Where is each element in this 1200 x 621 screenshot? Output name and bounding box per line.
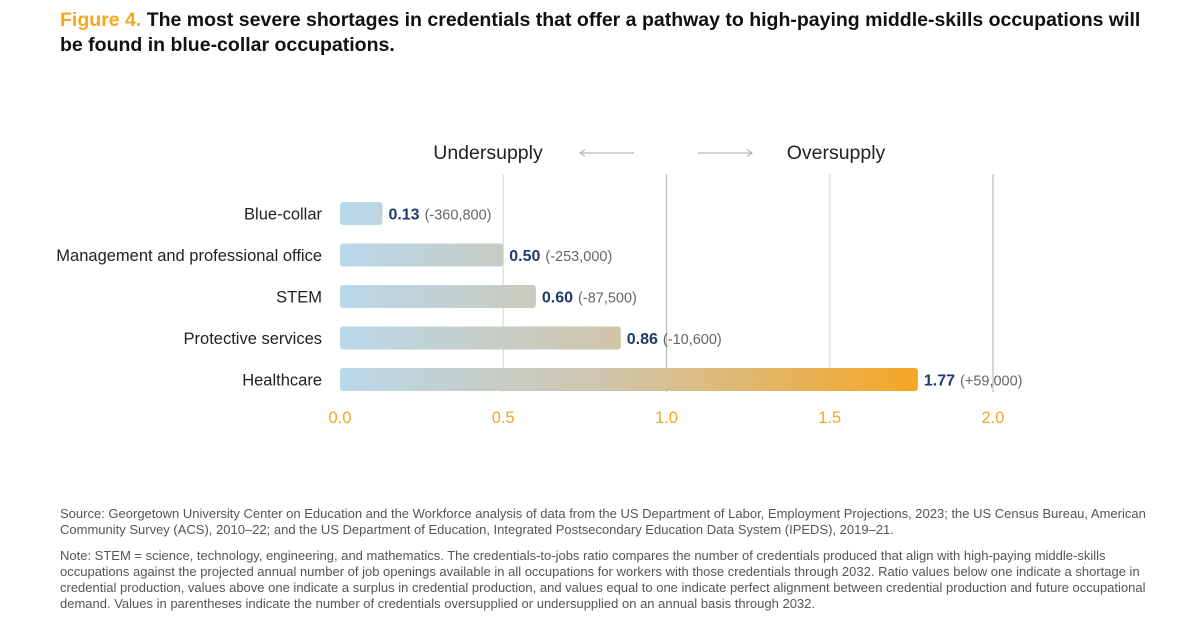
left-arrow-icon — [579, 149, 634, 157]
annotation-healthcare: (+59,000) — [960, 374, 1022, 390]
methodology-note: Note: STEM = science, technology, engine… — [60, 548, 1146, 611]
value-label-management-and-professional-office: 0.50 (-253,000) — [509, 248, 612, 265]
category-label-management-and-professional-office: Management and professional office — [56, 247, 322, 265]
value-label-protective-services: 0.86 (-10,600) — [627, 331, 722, 348]
bar-management-and-professional-office — [340, 243, 504, 267]
x-tick-label-0.5: 0.5 — [492, 409, 515, 427]
x-tick-label-1.0: 1.0 — [655, 409, 678, 427]
category-label-stem: STEM — [276, 289, 322, 307]
credentials-ratio-chart: Undersupply Oversupply Blue-collar 0.13 (-3… — [56, 142, 1023, 427]
x-tick-label-1.5: 1.5 — [818, 409, 841, 427]
bar-healthcare — [340, 368, 918, 391]
undersupply-label: Undersupply — [433, 142, 543, 164]
category-label-blue-collar: Blue-collar — [244, 206, 322, 224]
category-label-healthcare: Healthcare — [242, 372, 322, 390]
category-label-protective-services: Protective services — [184, 330, 322, 348]
bar-protective-services — [340, 326, 621, 350]
annotation-management-and-professional-office: (-253,000) — [545, 249, 612, 265]
annotation-stem: (-87,500) — [578, 291, 637, 307]
bar-stem — [340, 285, 536, 308]
value-label-blue-collar: 0.13 (-360,800) — [388, 207, 491, 224]
figure-title: Figure 4. The most severe shortages in c… — [60, 8, 1150, 58]
x-tick-label-0.0: 0.0 — [329, 409, 352, 427]
oversupply-label: Oversupply — [787, 142, 886, 164]
right-arrow-icon — [698, 149, 753, 157]
annotation-blue-collar: (-360,800) — [425, 208, 492, 224]
x-tick-label-2.0: 2.0 — [982, 409, 1005, 427]
source-note: Source: Georgetown University Center on … — [60, 506, 1146, 537]
figure-label: Figure 4. — [60, 9, 142, 31]
figure-title-text: The most severe shortages in credentials… — [60, 9, 1141, 56]
value-label-healthcare: 1.77 (+59,000) — [924, 373, 1023, 390]
bar-blue-collar — [340, 202, 383, 225]
annotation-protective-services: (-10,600) — [663, 332, 722, 348]
value-label-stem: 0.60 (-87,500) — [542, 290, 637, 307]
